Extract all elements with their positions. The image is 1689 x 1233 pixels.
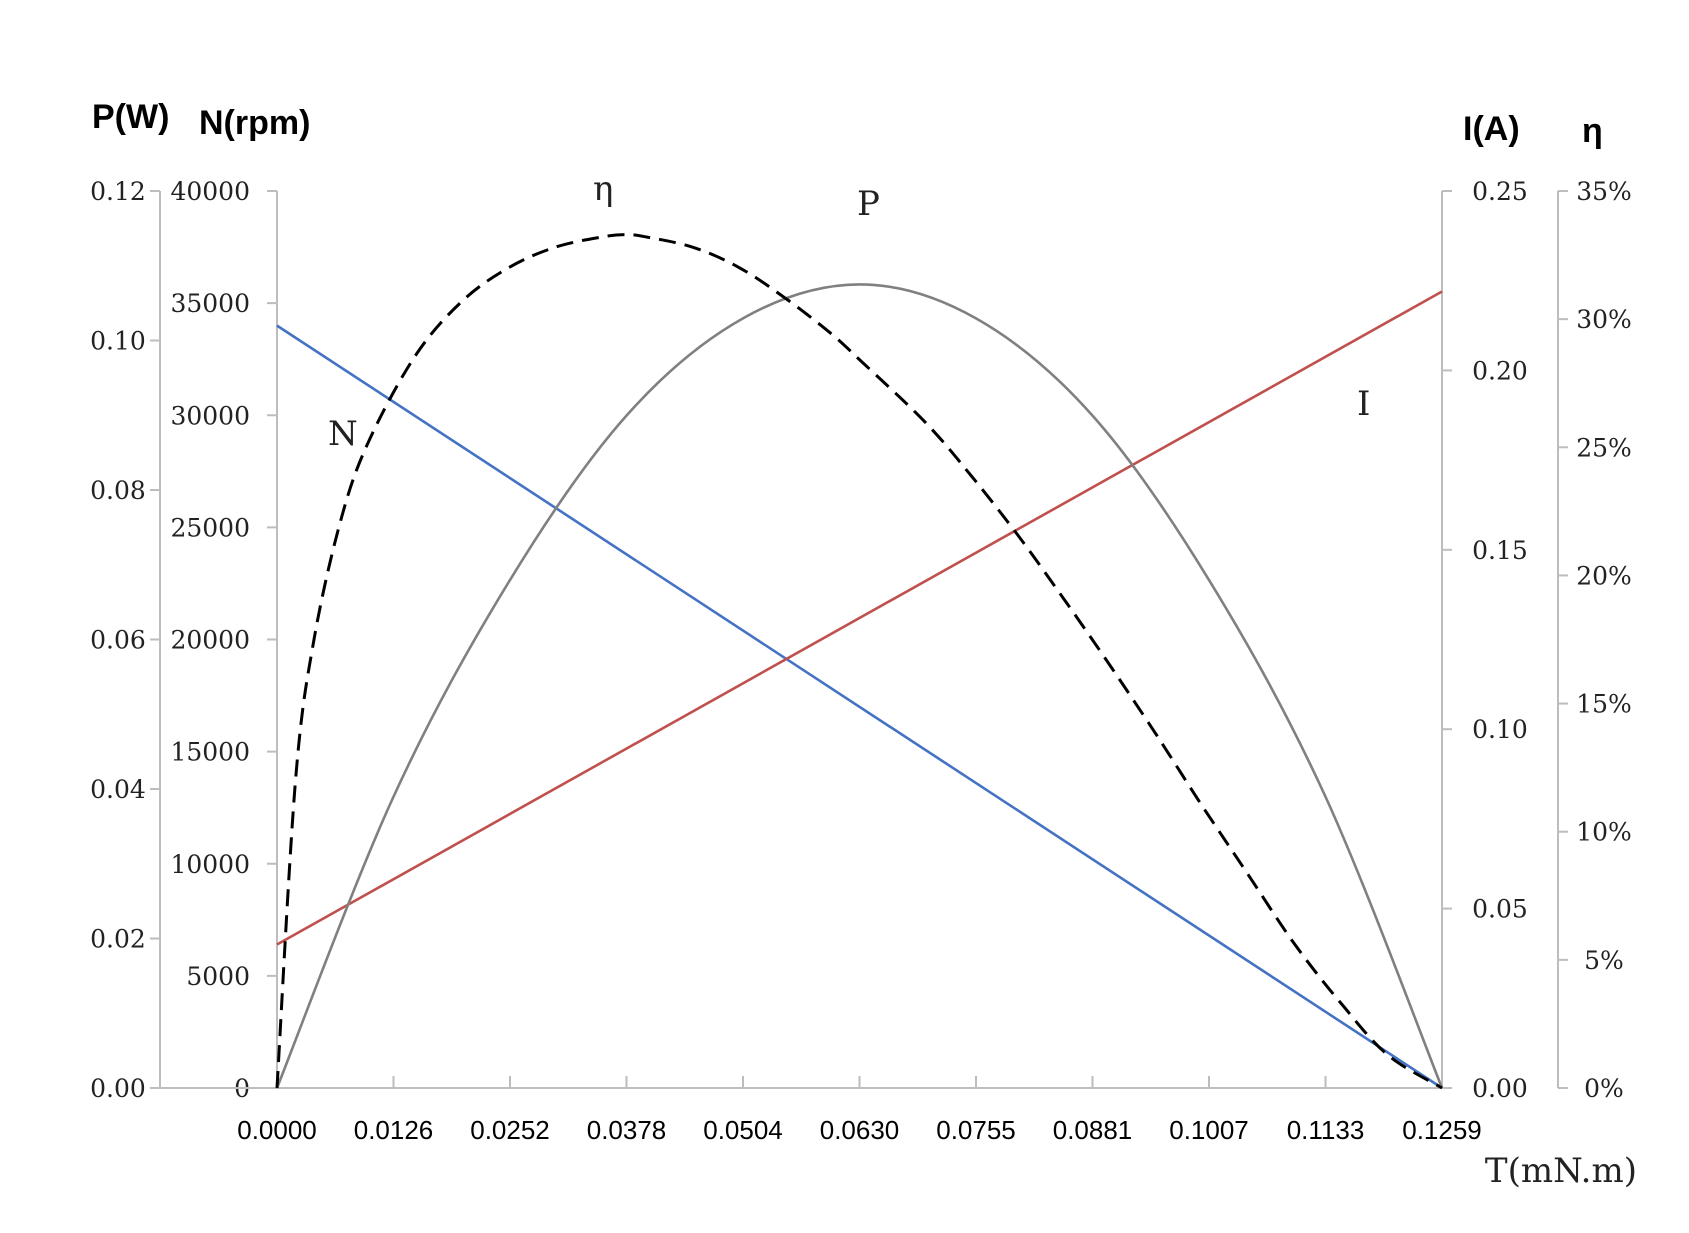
power-curve bbox=[275, 283, 1444, 1089]
speed-axis-tick-label: 15000 bbox=[170, 738, 250, 767]
efficiency-curve bbox=[275, 233, 1443, 1090]
x-axis-title: T(mN.m) bbox=[1485, 1151, 1637, 1191]
efficiency-axis-tick-label: 15% bbox=[1576, 690, 1632, 719]
power-axis-tick-label: 0.04 bbox=[90, 775, 146, 804]
speed-curve bbox=[276, 324, 1443, 1090]
speed-axis-tick-label: 35000 bbox=[170, 289, 250, 318]
power-axis-tick-label: 0.10 bbox=[90, 327, 146, 356]
x-axis-tick-label: 0.0630 bbox=[820, 1115, 900, 1145]
efficiency-axis-tick-label: 35% bbox=[1576, 177, 1632, 206]
x-axis-tick-label: 0.1133 bbox=[1287, 1115, 1365, 1145]
power-axis-tick-label: 0.12 bbox=[90, 177, 146, 206]
x-axis-tick-label: 0.0881 bbox=[1053, 1115, 1133, 1145]
efficiency-axis-tick-label: 30% bbox=[1576, 305, 1632, 334]
current-axis-unit-label: I(A) bbox=[1463, 110, 1520, 148]
current-axis-tick-label: 0.00 bbox=[1472, 1074, 1528, 1103]
axes-group: 0.12 0.10 0.08 0.06 0.04 0.02 0.00 40000 35000 30… bbox=[90, 177, 1632, 1145]
speed-axis-tick-label: 20000 bbox=[170, 626, 250, 655]
efficiency-axis-unit-label: η bbox=[1582, 112, 1603, 150]
x-axis-tick-label: 0.0000 bbox=[237, 1115, 317, 1145]
speed-axis-unit-label: N(rpm) bbox=[199, 104, 310, 142]
current-axis-tick-label: 0.20 bbox=[1472, 356, 1528, 385]
current-axis-tick-label: 0.15 bbox=[1472, 536, 1528, 565]
current-curve bbox=[276, 290, 1443, 946]
current-axis-tick-label: 0.05 bbox=[1472, 895, 1528, 924]
series-label-n: N bbox=[328, 414, 358, 454]
power-axis-tick-label: 0.06 bbox=[90, 626, 146, 655]
power-axis-tick-label: 0.02 bbox=[90, 925, 146, 954]
x-axis-tick-label: 0.0378 bbox=[587, 1115, 667, 1145]
efficiency-axis-tick-label: 20% bbox=[1576, 561, 1632, 590]
x-axis-tick-label: 0.0126 bbox=[354, 1115, 434, 1145]
speed-axis-tick-label: 5000 bbox=[186, 962, 250, 991]
x-axis-tick-label: 0.0755 bbox=[936, 1115, 1016, 1145]
current-axis-tick-label: 0.25 bbox=[1472, 177, 1528, 206]
x-axis-tick-label: 0.1007 bbox=[1169, 1115, 1249, 1145]
power-axis-tick-label: 0.00 bbox=[90, 1074, 146, 1103]
series-label-eta: η bbox=[593, 169, 613, 209]
efficiency-axis-tick-label: 5% bbox=[1584, 946, 1624, 975]
power-axis-unit-label: P(W) bbox=[92, 98, 169, 136]
speed-axis-tick-label: 25000 bbox=[170, 513, 250, 542]
efficiency-axis-tick-label: 25% bbox=[1576, 433, 1632, 462]
x-axis-tick-label: 0.1259 bbox=[1402, 1115, 1482, 1145]
speed-axis-tick-label: 10000 bbox=[170, 850, 250, 879]
speed-axis-tick-label: 40000 bbox=[170, 177, 250, 206]
x-axis-tick-label: 0.0504 bbox=[703, 1115, 783, 1145]
series-label-p: P bbox=[857, 184, 880, 224]
power-axis-tick-label: 0.08 bbox=[90, 476, 146, 505]
efficiency-axis-tick-label: 0% bbox=[1584, 1074, 1624, 1103]
series-group bbox=[275, 233, 1444, 1090]
series-label-i: I bbox=[1357, 384, 1370, 424]
current-axis-tick-label: 0.10 bbox=[1472, 715, 1528, 744]
efficiency-axis-tick-label: 10% bbox=[1576, 818, 1632, 847]
speed-axis-tick-label: 30000 bbox=[170, 401, 250, 430]
x-axis-tick-label: 0.0252 bbox=[470, 1115, 550, 1145]
